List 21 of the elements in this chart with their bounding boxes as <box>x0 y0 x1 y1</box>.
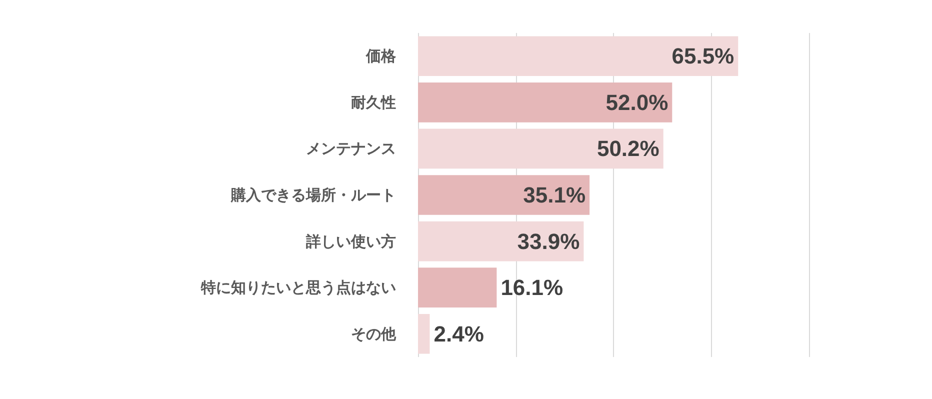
data-label: 2.4% <box>434 321 484 346</box>
y-tick-label: 耐久性 <box>351 93 396 112</box>
data-label: 50.2% <box>596 136 660 162</box>
bar <box>418 314 430 354</box>
y-tick-label: 特に知りたいと思う点はない <box>200 278 396 297</box>
bar <box>418 221 584 262</box>
y-tick-label: 購入できる場所・ルート <box>230 186 396 204</box>
y-tick-label: メンテナンス <box>306 140 396 158</box>
bar <box>418 36 738 76</box>
bar <box>418 268 497 308</box>
data-label: 33.9% <box>517 228 580 254</box>
data-label: 35.1% <box>523 182 586 208</box>
bar <box>418 82 672 122</box>
data-label: 52.0% <box>606 90 668 115</box>
data-label: 16.1% <box>500 275 564 300</box>
y-tick-label: 詳しい使い方 <box>305 232 396 250</box>
data-label: 65.5% <box>672 44 734 69</box>
y-tick-label: 価格 <box>365 47 397 66</box>
bar <box>418 175 590 215</box>
y-tick-label: その他 <box>351 324 397 343</box>
bar <box>418 128 664 169</box>
